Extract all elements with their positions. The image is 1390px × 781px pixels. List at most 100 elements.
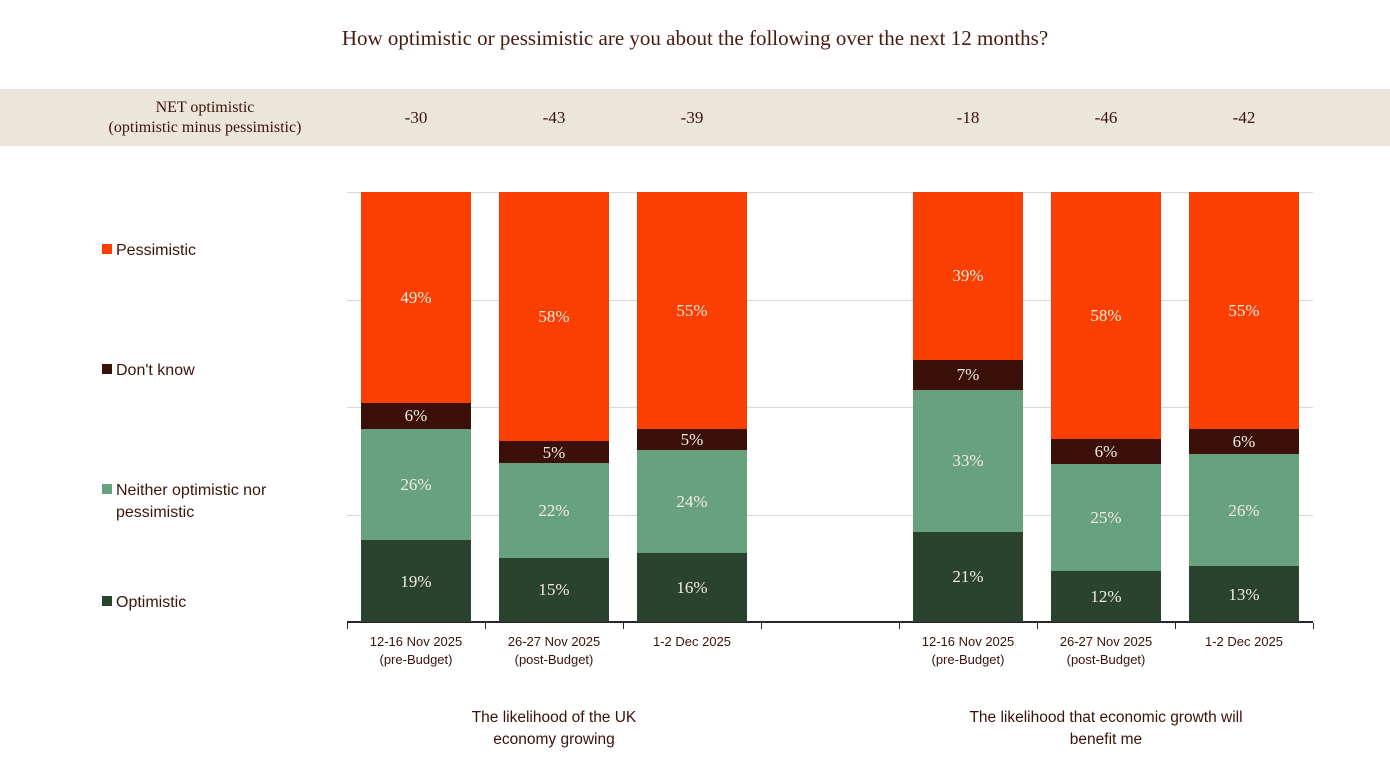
bar-segment-pessimistic: 58% [1051,191,1161,439]
bar-segment-dont_know: 6% [1189,428,1299,455]
gridline-100-percent [347,192,1313,193]
bar-segment-value-label: 22% [538,500,570,520]
bar-segment-value-label: 5% [680,429,704,449]
x-axis-category-label-line: (post-Budget) [1066,651,1146,667]
x-axis-tick [623,623,624,629]
legend-label: Optimistic [116,594,187,611]
legend-item-optimistic: Optimistic [102,592,186,614]
bar-segment-value-label: 16% [676,578,708,598]
bar-segment-optimistic: 12% [1051,570,1161,622]
bar-segment-value-label: 49% [400,287,432,307]
x-axis-category-label-line: (post-Budget) [514,651,594,667]
bar-segment-optimistic: 19% [361,540,471,622]
net-optimistic-band: NET optimistic (optimistic minus pessimi… [0,89,1390,146]
bar-segment-optimistic: 15% [499,557,609,622]
bar-segment-optimistic: 16% [637,553,747,622]
bar-segment-pessimistic: 39% [913,192,1023,360]
bar-segment-value-label: 6% [1232,431,1256,451]
bar-segment-value-label: 26% [1228,500,1260,520]
bar-segment-pessimistic: 49% [361,192,471,403]
x-axis-category-label: 12-16 Nov 2025 (pre-Budget) [341,633,491,668]
legend-label: Don't know [116,362,195,379]
x-axis-tick [485,623,486,629]
bar-segment-value-label: 12% [1090,586,1122,606]
x-axis-category-label-line: (pre-Budget) [931,651,1005,667]
stacked-bar: 19% 26% 6% 49% [361,192,471,622]
stacked-bar: 15% 22% 5% 58% [499,192,609,622]
gridline-50-percent [347,407,1313,408]
net-optimistic-label: NET optimistic (optimistic minus pessimi… [60,89,350,146]
legend-item-pessimistic: Pessimistic [102,240,196,262]
bar-segment-value-label: 25% [1090,508,1122,528]
x-axis-line [347,621,1313,623]
x-axis-category-label-line: 1-2 Dec 2025 [1204,634,1284,649]
bar-segment-optimistic: 21% [913,531,1023,622]
legend-swatch-pessimistic-icon [102,244,112,254]
net-optimistic-value: -18 [956,107,980,127]
gridline-75-percent [347,299,1313,301]
x-axis-category-label: 1-2 Dec 2025 [1169,633,1319,651]
bar-segment-value-label: 58% [1090,305,1122,325]
bar-segment-neither: 22% [499,462,609,558]
gridline-25-percent [347,514,1313,516]
net-optimistic-label-line1: NET optimistic [155,98,255,116]
x-axis-tick [1313,623,1314,629]
bar-segment-dont_know: 7% [913,359,1023,390]
x-axis-category-label: 26-27 Nov 2025 (post-Budget) [479,633,629,668]
group-title: The likelihood that economic growth will… [926,707,1286,751]
net-optimistic-value: -30 [404,107,428,127]
stacked-bar: 12% 25% 6% 58% [1051,191,1161,622]
bar-segment-value-label: 26% [400,474,432,494]
x-axis-category-label: 12-16 Nov 2025 (pre-Budget) [893,633,1043,668]
bar-segment-pessimistic: 55% [637,192,747,429]
bar-segment-value-label: 6% [1094,442,1118,462]
x-axis-tick [761,623,762,629]
net-optimistic-value: -39 [680,107,704,127]
x-axis-category-label: 1-2 Dec 2025 [617,633,767,651]
bar-segment-value-label: 21% [952,567,984,587]
x-axis-category-label-line: 12-16 Nov 2025 [369,634,463,649]
bar-segment-value-label: 24% [676,492,708,512]
bar-segment-neither: 26% [361,428,471,541]
bar-segment-dont_know: 6% [361,402,471,429]
x-axis-category-label: 26-27 Nov 2025 (post-Budget) [1031,633,1181,668]
group-title-line: benefit me [1069,731,1143,748]
x-axis-category-label-line: 1-2 Dec 2025 [652,634,732,649]
bar-segment-neither: 24% [637,450,747,554]
x-axis-category-label-line: 26-27 Nov 2025 [507,634,601,649]
x-axis-category-label-line: 26-27 Nov 2025 [1059,634,1153,649]
stacked-bar: 16% 24% 5% 55% [637,192,747,622]
x-axis-tick [899,623,900,629]
bar-segment-value-label: 55% [676,300,708,320]
group-title: The likelihood of the UK economy growing [374,707,734,751]
bar-segment-value-label: 33% [952,451,984,471]
x-axis-tick [1175,623,1176,629]
x-axis-tick [1037,623,1038,629]
bar-segment-dont_know: 5% [499,441,609,463]
x-axis-category-label-line: (pre-Budget) [379,651,453,667]
group-title-line: The likelihood that economic growth will [969,709,1243,726]
net-optimistic-value: -43 [542,107,566,127]
legend-label: Neither optimistic nor pessimistic [116,482,267,521]
stacked-bar: 21% 33% 7% 39% [913,192,1023,622]
net-optimistic-label-line2: (optimistic minus pessimistic) [108,118,302,136]
bar-segment-value-label: 5% [542,442,566,462]
bar-segment-pessimistic: 55% [1189,192,1299,429]
bar-segment-value-label: 55% [1228,300,1260,320]
legend-swatch-dont_know-icon [102,364,112,374]
legend-swatch-optimistic-icon [102,596,112,606]
bar-segment-value-label: 7% [956,365,980,385]
x-axis-tick [347,623,348,629]
legend-item-dont_know: Don't know [102,360,195,382]
bar-segment-value-label: 13% [1228,584,1260,604]
bar-segment-value-label: 39% [952,266,984,286]
x-axis-category-label-line: 12-16 Nov 2025 [921,634,1015,649]
bar-segment-value-label: 15% [538,580,570,600]
legend-label: Pessimistic [116,242,197,259]
net-optimistic-value: -42 [1232,107,1256,127]
bar-segment-neither: 33% [913,389,1023,532]
bar-segment-optimistic: 13% [1189,566,1299,622]
bar-segment-value-label: 58% [538,307,570,327]
bar-segment-value-label: 6% [404,406,428,426]
